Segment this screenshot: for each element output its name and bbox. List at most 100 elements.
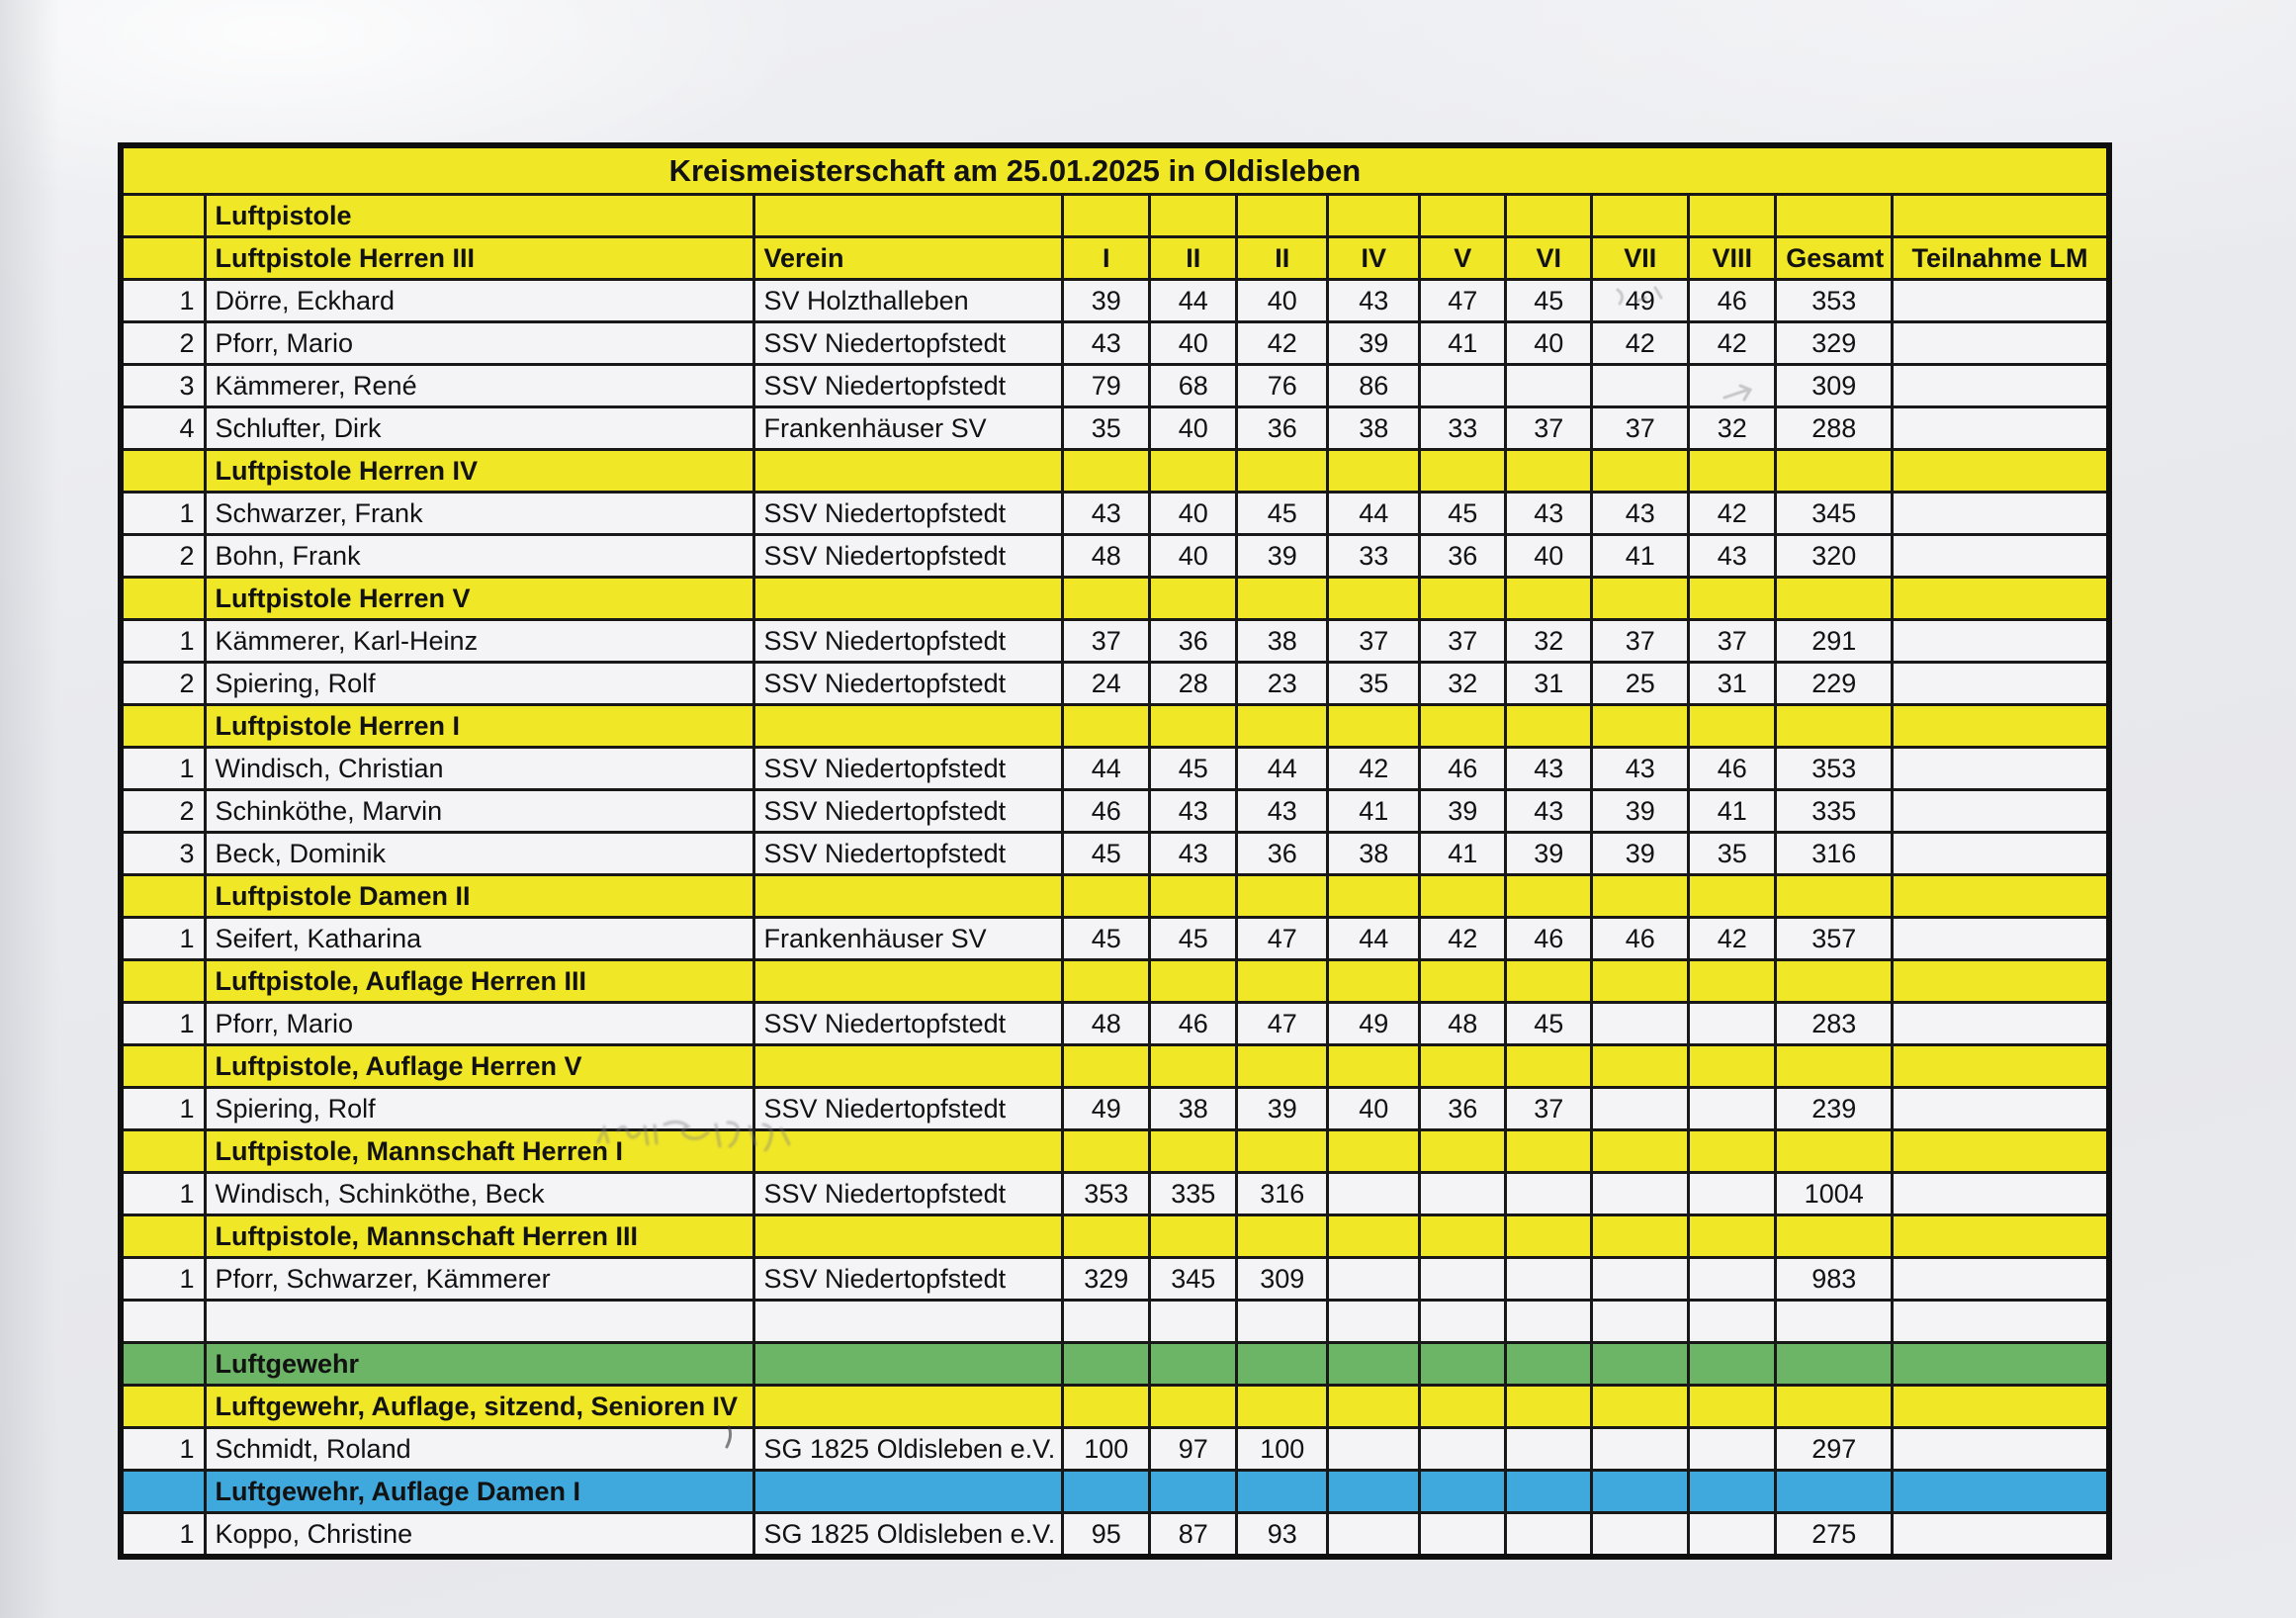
score-cell — [1687, 1426, 1778, 1472]
section-blank-cell — [1061, 1214, 1152, 1259]
score-cell: 33 — [1326, 533, 1422, 579]
score-cell: 43 — [1590, 746, 1691, 791]
name-cell: Spiering, Rolf — [203, 1086, 755, 1131]
total-cell: 983 — [1774, 1256, 1895, 1302]
section-blank-cell — [1504, 193, 1594, 238]
result-row: 1 Schwarzer, Frank SSV Niedertopfstedt 43 40… — [119, 491, 2111, 536]
section-blank-cell — [1235, 1469, 1330, 1514]
result-row: 1 Dörre, Eckhard SV Holzthalleben 39 44 40 43 4… — [119, 278, 2111, 323]
section-blank-cell — [1504, 873, 1594, 919]
section-blank-cell — [1148, 1214, 1239, 1259]
section-blank-cell — [1061, 193, 1152, 238]
lm-cell — [1891, 1171, 2111, 1216]
results-table-body: Kreismeisterschaft am 25.01.2025 in Oldi… — [119, 143, 2111, 1559]
empty-cell — [1418, 1299, 1508, 1344]
score-cell: 45 — [1148, 916, 1239, 961]
score-cell: 68 — [1148, 363, 1239, 408]
score-cell: 42 — [1326, 746, 1422, 791]
section-blank-cell — [751, 1128, 1065, 1174]
section-blank-cell — [1418, 1214, 1508, 1259]
total-cell: 316 — [1774, 831, 1895, 876]
section-label: Luftpistole, Mannschaft Herren III — [203, 1214, 755, 1259]
series-header: II — [1148, 235, 1239, 281]
section-blank-cell — [751, 1214, 1065, 1259]
club-cell: SV Holzthalleben — [751, 278, 1065, 323]
section-blank-cell — [1891, 1384, 2111, 1429]
section-blank-cell — [1235, 703, 1330, 749]
score-cell: 45 — [1418, 491, 1508, 536]
name-cell: Schwarzer, Frank — [203, 491, 755, 536]
name-cell: Pforr, Mario — [203, 320, 755, 366]
total-cell: 329 — [1774, 320, 1895, 366]
section-blank-cell — [1326, 193, 1422, 238]
score-cell — [1326, 1256, 1422, 1302]
score-cell — [1504, 1171, 1594, 1216]
score-cell: 100 — [1235, 1426, 1330, 1472]
section-blank-cell — [1504, 1214, 1594, 1259]
section-label: Luftpistole Damen II — [203, 873, 755, 919]
section-header-row: Luftgewehr, Auflage Damen I — [119, 1469, 2111, 1514]
lm-cell — [1891, 491, 2111, 536]
score-cell: 40 — [1148, 405, 1239, 451]
section-blank-cell — [1590, 1128, 1691, 1174]
score-cell — [1504, 363, 1594, 408]
section-blank-cell — [1061, 448, 1152, 494]
score-cell: 353 — [1061, 1171, 1152, 1216]
section-blank-cell — [1774, 448, 1895, 494]
section-blank-cell — [1235, 958, 1330, 1004]
score-cell: 44 — [1148, 278, 1239, 323]
section-blank-cell — [1774, 193, 1895, 238]
section-blank-cell — [751, 958, 1065, 1004]
score-cell: 43 — [1504, 746, 1594, 791]
score-cell: 43 — [1148, 831, 1239, 876]
empty-cell — [1326, 1299, 1422, 1344]
score-cell: 38 — [1326, 831, 1422, 876]
section-blank-cell — [1148, 703, 1239, 749]
section-rank-cell — [119, 576, 207, 621]
series-header: VIII — [1687, 235, 1778, 281]
empty-cell — [751, 1299, 1065, 1344]
section-blank-cell — [1590, 193, 1691, 238]
score-cell: 100 — [1061, 1426, 1152, 1472]
score-cell: 36 — [1148, 618, 1239, 664]
section-blank-cell — [1326, 1341, 1422, 1387]
score-cell — [1326, 1171, 1422, 1216]
score-cell: 76 — [1235, 363, 1330, 408]
rank-cell: 1 — [119, 618, 207, 664]
total-cell: 229 — [1774, 661, 1895, 706]
section-blank-cell — [1326, 1214, 1422, 1259]
score-cell: 97 — [1148, 1426, 1239, 1472]
section-blank-cell — [751, 1469, 1065, 1514]
score-cell: 44 — [1326, 491, 1422, 536]
score-cell: 46 — [1687, 746, 1778, 791]
lm-cell — [1891, 1426, 2111, 1472]
section-blank-cell — [1504, 1043, 1594, 1089]
section-blank-cell — [1148, 873, 1239, 919]
score-cell: 45 — [1235, 491, 1330, 536]
score-cell: 45 — [1148, 746, 1239, 791]
rank-cell: 3 — [119, 363, 207, 408]
section-blank-cell — [751, 873, 1065, 919]
section-blank-cell — [1774, 1214, 1895, 1259]
score-cell: 38 — [1148, 1086, 1239, 1131]
score-cell: 45 — [1061, 831, 1152, 876]
total-cell: 335 — [1774, 788, 1895, 834]
score-cell — [1418, 1171, 1508, 1216]
section-blank-cell — [1418, 703, 1508, 749]
section-blank-cell — [751, 1341, 1065, 1387]
section-blank-cell — [1235, 1043, 1330, 1089]
section-blank-cell — [1418, 1341, 1508, 1387]
section-label: Luftpistole, Mannschaft Herren I — [203, 1128, 755, 1174]
score-cell: 42 — [1418, 916, 1508, 961]
section-blank-cell — [1590, 873, 1691, 919]
section-blank-cell — [1687, 576, 1778, 621]
score-cell: 335 — [1148, 1171, 1239, 1216]
score-cell — [1590, 363, 1691, 408]
score-cell: 45 — [1061, 916, 1152, 961]
score-cell: 41 — [1326, 788, 1422, 834]
rank-cell: 1 — [119, 1171, 207, 1216]
total-cell: 353 — [1774, 278, 1895, 323]
section-rank-cell — [119, 1469, 207, 1514]
lm-cell — [1891, 405, 2111, 451]
total-cell: 353 — [1774, 746, 1895, 791]
